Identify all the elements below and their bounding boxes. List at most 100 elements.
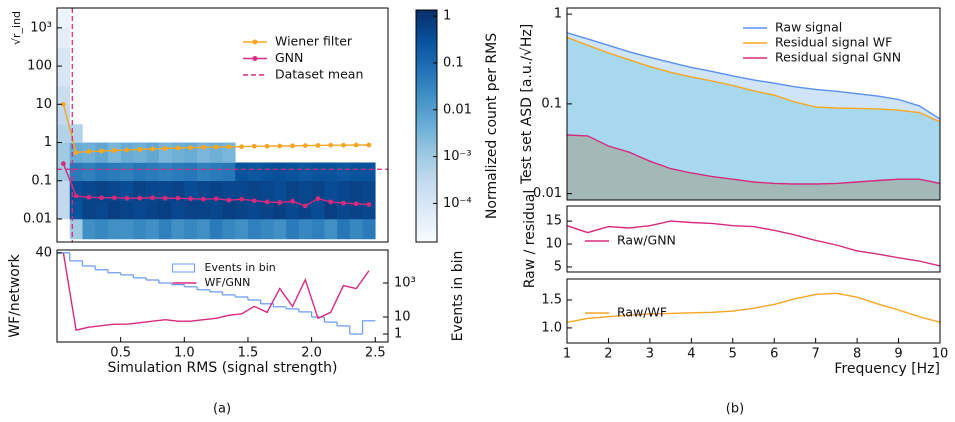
heatmap-cell: [120, 200, 134, 220]
data-point: [264, 199, 270, 205]
heatmap-cell: [133, 142, 147, 163]
colorbar-step: [416, 138, 437, 141]
colorbar-step: [416, 106, 437, 109]
data-point: [150, 146, 155, 152]
y2-tick-label: 10³: [394, 275, 416, 290]
x-tick-label: 9: [894, 347, 902, 362]
colorbar-step: [416, 236, 437, 239]
heatmap-cell: [260, 162, 274, 182]
y-axis-label: Test set ASD [a.u./√Hz]: [519, 24, 535, 185]
data-point: [99, 195, 104, 201]
heatmap-cell: [337, 200, 351, 220]
colorbar-step: [416, 218, 437, 221]
heatmap-cell: [337, 162, 351, 182]
colorbar-step: [416, 36, 437, 39]
y-tick-label: 100: [27, 59, 52, 74]
heatmap-cell: [57, 180, 71, 202]
colorbar-step: [416, 148, 437, 151]
heatmap-cell: [337, 180, 351, 202]
colorbar-step: [416, 214, 437, 217]
heatmap-cell: [107, 200, 121, 220]
data-point: [73, 193, 79, 199]
heatmap-cell: [158, 200, 172, 220]
colorbar-step: [416, 186, 437, 189]
plot-area: [567, 292, 940, 323]
heatmap-cell: [171, 142, 185, 163]
heatmap-cell: [171, 218, 185, 240]
x-tick-label: 7: [812, 347, 820, 362]
colorbar-step: [416, 56, 437, 59]
data-point: [124, 195, 130, 201]
colorbar-step: [416, 192, 437, 195]
colorbar-step: [416, 228, 437, 231]
heatmap-cell: [146, 200, 160, 220]
legend-swatch: [172, 263, 195, 273]
colorbar-tick-label: 10⁻⁴: [443, 196, 472, 211]
heatmap-cell: [324, 218, 338, 240]
data-point: [341, 142, 346, 148]
colorbar-step: [416, 174, 437, 177]
area-fill: [567, 135, 940, 200]
data-point: [277, 200, 283, 205]
colorbar-step: [416, 92, 437, 95]
x-tick-label: 3: [646, 347, 654, 362]
colorbar-frame: [415, 9, 438, 243]
data-point: [124, 147, 130, 153]
heatmap-cell: [260, 218, 274, 240]
colorbar-step: [416, 162, 437, 165]
colorbar-step: [416, 44, 437, 47]
colorbar-step: [416, 80, 437, 83]
data-point: [201, 196, 206, 202]
data-point: [302, 143, 308, 149]
heatmap-cell: [260, 180, 274, 202]
colorbar-step: [416, 72, 437, 75]
y-tick-label: 0.01: [533, 186, 562, 201]
colorbar-step: [416, 82, 437, 85]
data-point: [239, 196, 244, 202]
heatmap-cell: [260, 200, 274, 220]
data-point: [302, 203, 308, 209]
series-line: [567, 134, 940, 185]
colorbar-step: [416, 194, 437, 197]
heatmap-cell: [222, 180, 236, 202]
colorbar-step: [416, 176, 437, 179]
colorbar-step: [416, 66, 437, 69]
colorbar-step: [416, 26, 437, 29]
colorbar-step: [416, 226, 437, 229]
x-tick-label: 6: [770, 347, 778, 362]
colorbar-step: [416, 136, 437, 139]
heatmap-cell: [95, 218, 109, 240]
colorbar-step: [416, 164, 437, 167]
colorbar-tick-label: 10⁻³: [443, 149, 472, 164]
colorbar-step: [416, 96, 437, 99]
colorbar-step: [416, 110, 437, 113]
heatmap-cell: [120, 180, 134, 202]
data-point: [251, 143, 257, 149]
heatmap-cell: [184, 218, 198, 240]
x-tick-label: 10: [932, 347, 949, 362]
x-axis-label: Simulation RMS (signal strength): [108, 360, 338, 376]
colorbar-step: [416, 50, 437, 53]
heatmap-cell: [57, 47, 71, 67]
data-point: [175, 195, 181, 201]
legend-marker: [252, 39, 258, 45]
heatmap-cell: [324, 162, 338, 182]
heatmap-cell: [95, 200, 109, 220]
x-tick-label: 2: [604, 347, 612, 362]
heatmap-cell: [247, 180, 261, 202]
colorbar-step: [416, 108, 437, 111]
colorbar-step: [416, 184, 437, 187]
heatmap-cell: [222, 162, 236, 182]
heatmap-cell: [107, 218, 121, 240]
x-tick-label: 8: [853, 347, 861, 362]
data-point: [251, 198, 257, 204]
data-point: [277, 143, 283, 149]
colorbar-step: [416, 216, 437, 219]
colorbar-step: [416, 18, 437, 21]
colorbar-step: [416, 198, 437, 201]
heatmap-cell: [362, 218, 376, 240]
data-point: [315, 143, 321, 148]
heatmap-cell: [209, 180, 223, 202]
heatmap-cell: [209, 218, 223, 240]
